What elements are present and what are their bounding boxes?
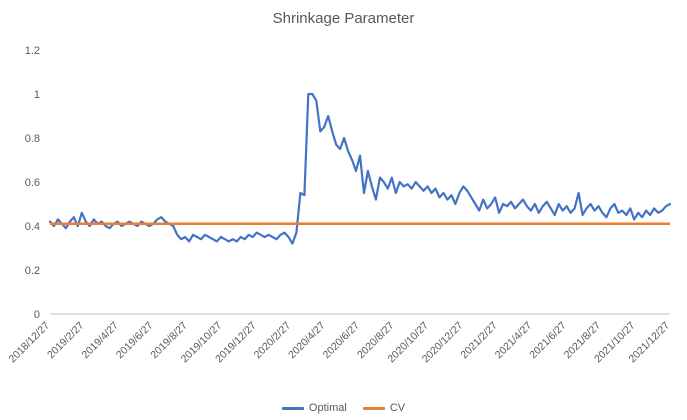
chart-plot: 00.20.40.60.811.22018/12/272019/2/272019… — [6, 45, 672, 366]
y-tick-label: 0.8 — [25, 133, 40, 145]
legend-marker-cv — [362, 406, 385, 410]
chart-title: Shrinkage Parameter — [272, 10, 415, 27]
y-tick-label: 0.6 — [25, 177, 40, 189]
legend-item-cv: CV — [362, 402, 406, 414]
x-tick-label: 2018/12/27 — [6, 320, 52, 366]
legend-label-cv: CV — [389, 402, 406, 414]
legend-item-optimal: Optimal — [281, 402, 347, 414]
chart-legend: Optimal CV — [0, 402, 687, 414]
y-tick-label: 0 — [34, 309, 40, 321]
y-tick-label: 0.2 — [25, 265, 40, 277]
legend-marker-optimal — [281, 406, 304, 410]
legend-label-optimal: Optimal — [308, 402, 347, 414]
y-tick-label: 1.2 — [25, 45, 40, 57]
y-tick-label: 1 — [34, 89, 40, 101]
optimal-series-line — [48, 92, 672, 245]
y-tick-label: 0.4 — [25, 221, 40, 233]
